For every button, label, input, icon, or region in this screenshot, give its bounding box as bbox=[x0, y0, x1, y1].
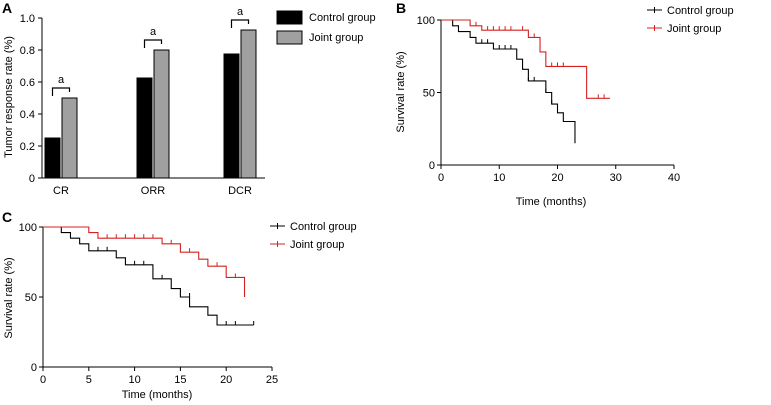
panel-b-xlabel: Time (months) bbox=[516, 196, 587, 208]
legend-a-swatch-control bbox=[276, 10, 303, 25]
legend-a-label-control: Control group bbox=[309, 12, 376, 24]
significance-bracket bbox=[143, 39, 163, 48]
significance-marker: a bbox=[58, 74, 65, 86]
panel-a-ytick-label: 0.8 bbox=[20, 45, 35, 57]
panel-b-ylabel: Survival rate (%) bbox=[395, 51, 407, 132]
bar-orr-control bbox=[136, 77, 153, 179]
panel-letter-c: C bbox=[2, 209, 12, 225]
panel-c-ytick-label: 50 bbox=[25, 292, 37, 304]
panel-a-ytick-label: 0.6 bbox=[20, 77, 35, 89]
bar-orr-joint bbox=[153, 49, 170, 179]
panel-b-xtick-label: 30 bbox=[610, 172, 622, 184]
panel-letter-a: A bbox=[2, 0, 12, 16]
panel-a-ylabel: Tumor response rate (%) bbox=[3, 36, 15, 158]
panel-b-ytick-label: 100 bbox=[417, 15, 435, 27]
panel-letter-b: B bbox=[396, 0, 406, 16]
panel-a-category-label: CR bbox=[53, 185, 69, 197]
panel-c-xlabel: Time (months) bbox=[122, 389, 193, 401]
panel-b-xtick-label: 20 bbox=[551, 172, 563, 184]
significance-marker: a bbox=[150, 26, 157, 38]
bar-dcr-control bbox=[223, 53, 240, 179]
bar-cr-joint bbox=[61, 97, 78, 179]
panel-c-km-curve-control bbox=[43, 226, 254, 326]
panel-c-xtick-label: 15 bbox=[174, 374, 186, 386]
panel-c-xtick-label: 0 bbox=[40, 374, 46, 386]
significance-bracket bbox=[51, 87, 71, 96]
significance-marker: a bbox=[237, 6, 244, 18]
legend-b-label-joint: Joint group bbox=[667, 23, 721, 35]
panel-c-xtick-label: 5 bbox=[86, 374, 92, 386]
panel-a-ytick-label: 0.4 bbox=[20, 109, 35, 121]
panel-a-legend: Control group Joint group bbox=[276, 10, 376, 45]
panel-c-km-curve-joint bbox=[43, 226, 246, 297]
panel-c-chart: 0 50 100 0 5 10 15 20 25 bbox=[19, 222, 278, 386]
panel-c-xtick-label: 10 bbox=[128, 374, 140, 386]
panel-c-legend: Control group Joint group bbox=[270, 221, 357, 251]
significance-bracket bbox=[230, 19, 250, 28]
panel-a-category-label: ORR bbox=[141, 185, 166, 197]
panel-b-chart: 0 50 100 0 10 20 30 40 bbox=[417, 15, 680, 184]
panel-b-xtick-label: 0 bbox=[438, 172, 444, 184]
panel-a-chart: 0 0.2 0.4 0.6 0.8 1.0 CR a ORR a DCR a bbox=[20, 6, 265, 197]
legend-a-swatch-joint bbox=[276, 30, 303, 45]
bar-cr-control bbox=[44, 137, 61, 179]
panel-c-ytick-label: 100 bbox=[19, 222, 37, 234]
panel-b-xtick-label: 40 bbox=[668, 172, 680, 184]
panel-a-ytick-label: 1.0 bbox=[20, 13, 35, 25]
panel-c-xtick-label: 25 bbox=[266, 374, 278, 386]
panel-c-ytick-label: 0 bbox=[31, 362, 37, 374]
panel-b-km-curve-control bbox=[441, 19, 576, 144]
panel-b-ytick-label: 50 bbox=[423, 88, 435, 100]
panel-a-ytick-label: 0.2 bbox=[20, 141, 35, 153]
legend-a-label-joint: Joint group bbox=[309, 32, 363, 44]
legend-b-label-control: Control group bbox=[667, 5, 734, 17]
legend-c-label-joint: Joint group bbox=[290, 239, 344, 251]
panel-b-xtick-label: 10 bbox=[493, 172, 505, 184]
legend-c-label-control: Control group bbox=[290, 221, 357, 233]
panel-a-category-label: DCR bbox=[228, 185, 252, 197]
panel-c-xtick-label: 20 bbox=[220, 374, 232, 386]
bar-dcr-joint bbox=[240, 29, 257, 179]
panel-b-legend: Control group Joint group bbox=[647, 5, 734, 35]
panel-c-ylabel: Survival rate (%) bbox=[3, 257, 15, 338]
panel-b-ytick-label: 0 bbox=[429, 160, 435, 172]
panel-a-ytick-label: 0 bbox=[29, 173, 35, 185]
